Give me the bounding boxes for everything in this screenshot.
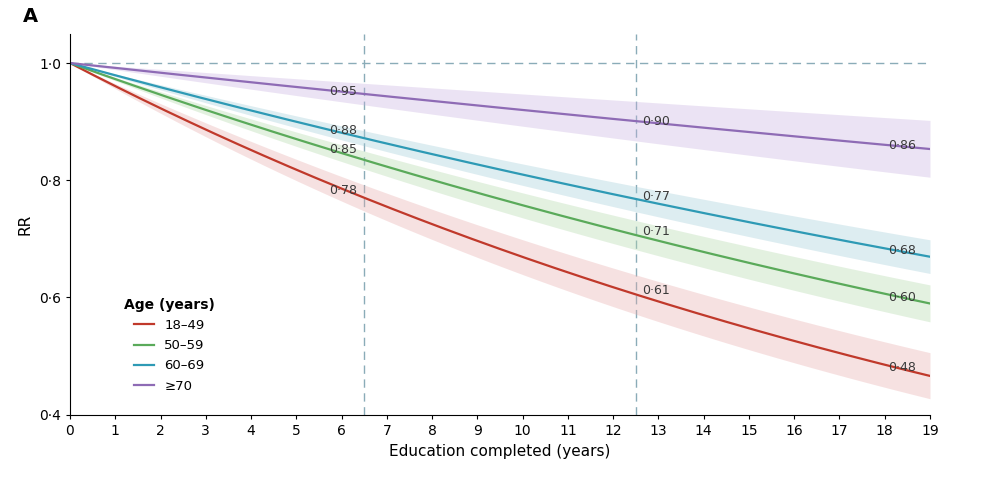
- Text: 0·88: 0·88: [329, 124, 357, 137]
- Text: 0·85: 0·85: [329, 143, 357, 156]
- X-axis label: Education completed (years): Education completed (years): [389, 444, 611, 459]
- Text: A: A: [23, 7, 38, 26]
- Text: 0·71: 0·71: [643, 225, 670, 238]
- Text: 0·95: 0·95: [330, 85, 357, 98]
- Text: 0·78: 0·78: [329, 184, 357, 197]
- Text: 0·68: 0·68: [888, 244, 916, 257]
- Text: 0·48: 0·48: [888, 361, 916, 374]
- Text: 0·60: 0·60: [888, 291, 916, 304]
- Y-axis label: RR: RR: [17, 214, 32, 235]
- Text: 0·90: 0·90: [643, 115, 670, 128]
- Text: 0·77: 0·77: [643, 190, 671, 203]
- Text: 0·61: 0·61: [643, 284, 670, 297]
- Legend: 18–49, 50–59, 60–69, ≥70: 18–49, 50–59, 60–69, ≥70: [124, 298, 215, 393]
- Text: 0·86: 0·86: [888, 138, 916, 151]
